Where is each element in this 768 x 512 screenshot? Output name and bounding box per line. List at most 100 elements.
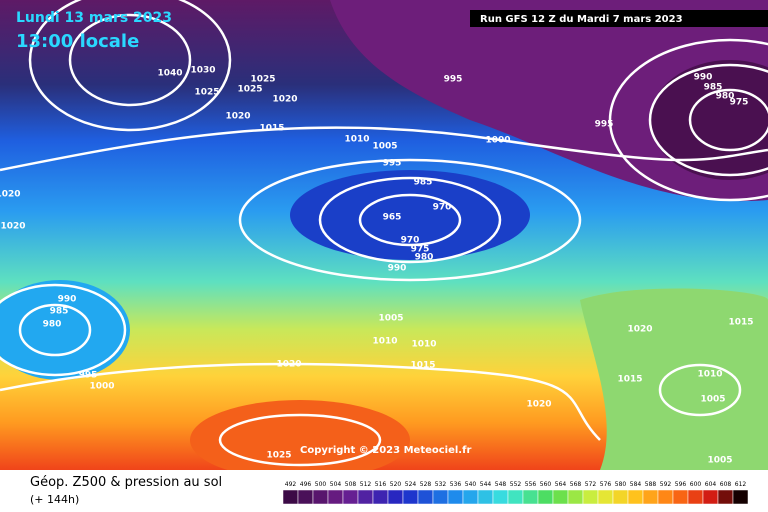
isobar-label: 990 [694, 73, 713, 83]
scale-cell [462, 489, 479, 505]
isobar-label: 1020 [526, 400, 551, 410]
scale-label: 528 [420, 481, 432, 488]
isobar-label: 1040 [157, 69, 182, 79]
isobar-label: 1005 [700, 395, 725, 405]
trough [290, 170, 530, 260]
scale-label: 612 [735, 481, 747, 488]
isobar-label: 1025 [250, 75, 275, 85]
isobar-label: 1000 [485, 136, 510, 146]
isobar-label: 995 [79, 371, 98, 381]
scale-label: 516 [375, 481, 387, 488]
scale-cell [402, 489, 419, 505]
scale-label: 520 [390, 481, 402, 488]
isobar-label: 1000 [89, 382, 114, 392]
scale-label: 500 [315, 481, 327, 488]
run-box [470, 10, 768, 27]
scale-label: 588 [645, 481, 657, 488]
isobar-label: 1025 [237, 85, 262, 95]
time: 13:00 locale [16, 31, 139, 52]
scale-cell [732, 489, 749, 505]
scale-label: 504 [330, 481, 342, 488]
isobar-label: 975 [411, 245, 430, 255]
scale-cell [447, 489, 464, 505]
isobar-label: 1020 [225, 112, 250, 122]
scale-label: 592 [660, 481, 672, 488]
footer-lead: (+ 144h) [30, 493, 79, 506]
scale-label: 496 [300, 481, 312, 488]
isobar-label: 1005 [378, 314, 403, 324]
scale-label: 556 [525, 481, 537, 488]
isobar-label: 1010 [372, 337, 397, 347]
isobar-label: 980 [716, 92, 735, 102]
low-region [330, 0, 768, 202]
scale-cell [522, 489, 539, 505]
isobar-label: 985 [704, 83, 723, 93]
scale-cell [357, 489, 374, 505]
isobar-label: 1025 [194, 88, 219, 98]
isobar-label: 990 [388, 264, 407, 274]
scale-cell [567, 489, 584, 505]
isobar-lines [0, 0, 768, 465]
scale-label: 508 [345, 481, 357, 488]
scale-cell [687, 489, 704, 505]
isobar-label: 970 [401, 236, 420, 246]
isobar-label: 1010 [697, 370, 722, 380]
isobar-label: 980 [43, 320, 62, 330]
scale-cell [597, 489, 614, 505]
scale-cell [282, 489, 299, 505]
scale-label: 560 [540, 481, 552, 488]
isobar-label: 990 [58, 295, 77, 305]
scale-label: 572 [585, 481, 597, 488]
scale-label: 536 [450, 481, 462, 488]
scale-cell [492, 489, 509, 505]
scale-cell [582, 489, 599, 505]
scale-label: 512 [360, 481, 372, 488]
scale-cell [672, 489, 689, 505]
scale-cell [432, 489, 449, 505]
scale-label: 492 [285, 481, 297, 488]
date: Lundi 13 mars 2023 [16, 10, 172, 26]
scale-label: 600 [690, 481, 702, 488]
isobar-label: 985 [414, 178, 433, 188]
isobar-label: 1010 [411, 340, 436, 350]
scale-label: 564 [555, 481, 567, 488]
isobar-label: 995 [383, 159, 402, 169]
east-region [580, 288, 768, 470]
scale-label: 604 [705, 481, 717, 488]
scale-cell [612, 489, 629, 505]
isobar-label: 1010 [344, 135, 369, 145]
isobar-label: 1020 [272, 95, 297, 105]
isobar-label: 1015 [728, 318, 753, 328]
scale-label: 584 [630, 481, 642, 488]
scale-cell [327, 489, 344, 505]
scale-label: 576 [600, 481, 612, 488]
scale-label: 524 [405, 481, 417, 488]
isobar-label: 1015 [410, 361, 435, 371]
scale-label: 608 [720, 481, 732, 488]
scale-cell [507, 489, 524, 505]
isobar-label: 995 [444, 75, 463, 85]
scale-label: 532 [435, 481, 447, 488]
isobar-label: 1025 [266, 451, 291, 461]
isobar-label: 985 [50, 307, 69, 317]
isobar-label: 965 [383, 213, 402, 223]
isobar-label: 1005 [372, 142, 397, 152]
isobar-label: 1005 [707, 456, 732, 466]
scale-cell [477, 489, 494, 505]
footer-title: Géop. Z500 & pression au sol [30, 475, 222, 490]
scale-cell [627, 489, 644, 505]
scale-cell [387, 489, 404, 505]
isobar-label: 1015 [617, 375, 642, 385]
scale-cell [372, 489, 389, 505]
scale-cell [702, 489, 719, 505]
scale-cell [417, 489, 434, 505]
scale-cell [537, 489, 554, 505]
south-high [190, 400, 410, 480]
isobar-label: 1020 [0, 190, 21, 200]
scale-cell [312, 489, 329, 505]
scale-label: 596 [675, 481, 687, 488]
isobar-label: 1020 [0, 222, 25, 232]
isobar-label: 970 [433, 203, 452, 213]
